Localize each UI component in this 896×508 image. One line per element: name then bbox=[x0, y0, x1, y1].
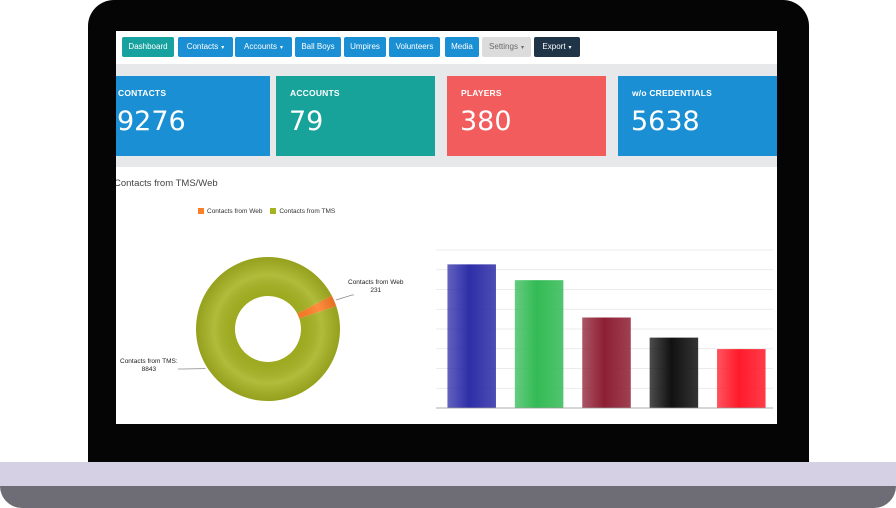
stat-card-players[interactable]: PLAYERS 380 bbox=[447, 76, 606, 156]
nav-contacts-label: Contacts bbox=[186, 42, 219, 51]
legend-label: Contacts from Web bbox=[207, 208, 263, 215]
legend-label: Contacts from TMS bbox=[279, 208, 336, 215]
nav-export-label: Export bbox=[542, 42, 566, 51]
bar-chart bbox=[436, 249, 773, 409]
bar-1 bbox=[447, 264, 496, 408]
screen: Dashboard Contacts ▾ Accounts ▾ Ball Boys … bbox=[116, 31, 777, 424]
nav-export-button[interactable]: Export ▾ bbox=[534, 37, 580, 57]
leader-line-web bbox=[335, 294, 354, 301]
pie-legend: Contacts from Web Contacts from TMS bbox=[198, 208, 341, 215]
stat-value: 79 bbox=[289, 106, 324, 137]
laptop-base bbox=[0, 462, 896, 488]
chevron-down-icon: ▾ bbox=[279, 45, 283, 51]
nav-accounts-button[interactable]: Accounts ▾ bbox=[235, 37, 292, 57]
nav-settings-button[interactable]: Settings ▾ bbox=[482, 37, 531, 57]
legend-item-web[interactable]: Contacts from Web bbox=[198, 208, 263, 215]
stats-band: CONTACTS 9276 ACCOUNTS 79 PLAYERS 380 w/… bbox=[116, 64, 777, 167]
pie-label-name: Contacts from Web bbox=[348, 279, 404, 286]
nav-accounts-label: Accounts bbox=[244, 42, 277, 51]
pie-data-label-web: Contacts from Web 231 bbox=[348, 279, 404, 295]
legend-swatch bbox=[270, 208, 277, 215]
bar-5 bbox=[717, 349, 766, 408]
bar-2 bbox=[514, 280, 564, 408]
legend-swatch bbox=[198, 208, 204, 215]
nav-umpires-label: Umpires bbox=[350, 42, 380, 51]
nav-settings-label: Settings bbox=[489, 42, 518, 51]
chevron-down-icon: ▾ bbox=[221, 45, 225, 51]
stat-label: w/o CREDENTIALS bbox=[632, 88, 712, 98]
nav-volunteers-button[interactable]: Volunteers bbox=[389, 37, 440, 57]
pie-label-name: Contacts from TMS: bbox=[120, 358, 178, 365]
stat-label: CONTACTS bbox=[118, 88, 167, 98]
stat-card-accounts[interactable]: ACCOUNTS 79 bbox=[276, 76, 435, 156]
laptop-base-edge bbox=[0, 486, 896, 508]
legend-item-tms[interactable]: Contacts from TMS bbox=[270, 208, 335, 215]
stat-value: 5638 bbox=[631, 106, 700, 137]
pie-label-value: 231 bbox=[370, 287, 382, 294]
donut-chart bbox=[178, 257, 354, 401]
chevron-down-icon: ▾ bbox=[568, 45, 572, 51]
stat-label: ACCOUNTS bbox=[290, 88, 340, 98]
nav-dashboard-button[interactable]: Dashboard bbox=[122, 37, 174, 57]
donut-shading bbox=[196, 257, 340, 401]
stat-card-contacts[interactable]: CONTACTS 9276 bbox=[116, 76, 270, 156]
pie-data-label-tms: Contacts from TMS: 8843 bbox=[120, 358, 178, 374]
nav-ball-boys-button[interactable]: Ball Boys bbox=[295, 37, 341, 57]
nav-media-button[interactable]: Media bbox=[445, 37, 479, 57]
nav-umpires-button[interactable]: Umpires bbox=[344, 37, 386, 57]
bar-4 bbox=[649, 337, 699, 408]
stat-label: PLAYERS bbox=[461, 88, 502, 98]
chart-section-title: Contacts from TMS/Web bbox=[116, 178, 218, 189]
stat-value: 380 bbox=[460, 106, 512, 137]
stat-value: 9276 bbox=[117, 106, 186, 137]
nav-dashboard-label: Dashboard bbox=[128, 42, 168, 51]
nav-media-label: Media bbox=[451, 42, 473, 51]
nav-contacts-button[interactable]: Contacts ▾ bbox=[178, 37, 233, 57]
nav-volunteers-label: Volunteers bbox=[395, 42, 434, 51]
stat-card-without-credentials[interactable]: w/o CREDENTIALS 5638 bbox=[618, 76, 777, 156]
chevron-down-icon: ▾ bbox=[520, 45, 524, 51]
nav-ball-boys-label: Ball Boys bbox=[301, 42, 335, 51]
bar-3 bbox=[582, 317, 631, 408]
pie-label-value: 8843 bbox=[141, 366, 157, 373]
navbar: Dashboard Contacts ▾ Accounts ▾ Ball Boys … bbox=[116, 31, 777, 61]
